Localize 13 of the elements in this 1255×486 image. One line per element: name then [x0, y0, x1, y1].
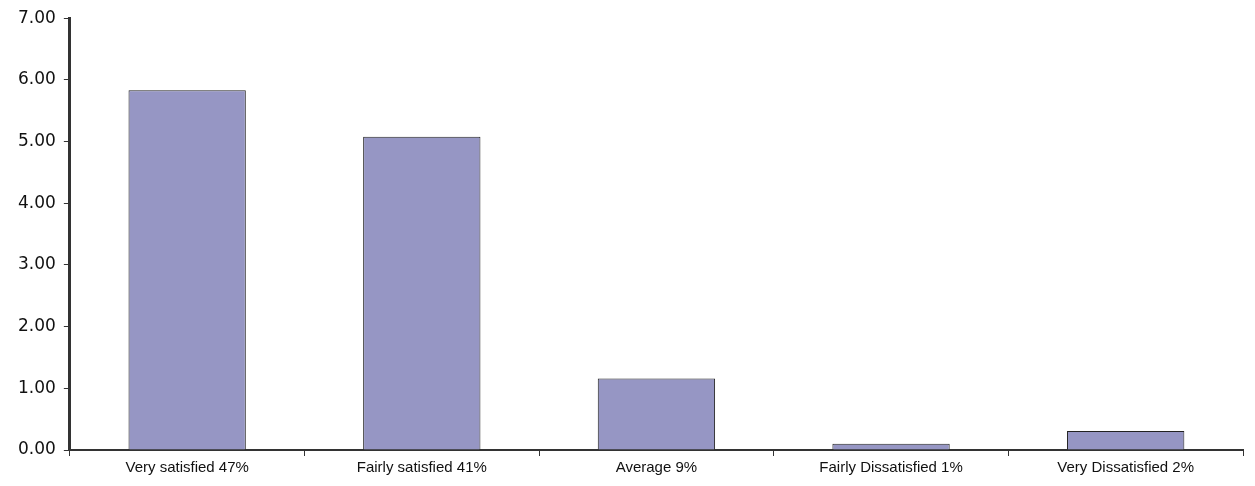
y-tick-label: 6.00 — [17, 68, 56, 89]
x-tick-label: Fairly satisfied 41% — [356, 458, 487, 476]
y-tick-label: 4.00 — [17, 191, 56, 212]
y-tick-label: 3.00 — [17, 253, 56, 274]
x-tick-label: Average 9% — [615, 458, 698, 476]
y-tick-label: 1.00 — [17, 376, 56, 397]
x-tick-label: Very satisfied 47% — [125, 458, 249, 476]
x-tick-label: Fairly Dissatisfied 1% — [819, 458, 963, 476]
y-tick-label: 0.00 — [17, 438, 56, 459]
x-tick-label: Very Dissatisfied 2% — [1057, 458, 1195, 476]
y-tick-label: 7.00 — [17, 6, 56, 27]
y-tick-label: 5.00 — [17, 129, 56, 150]
y-tick-label: 2.00 — [17, 315, 56, 336]
